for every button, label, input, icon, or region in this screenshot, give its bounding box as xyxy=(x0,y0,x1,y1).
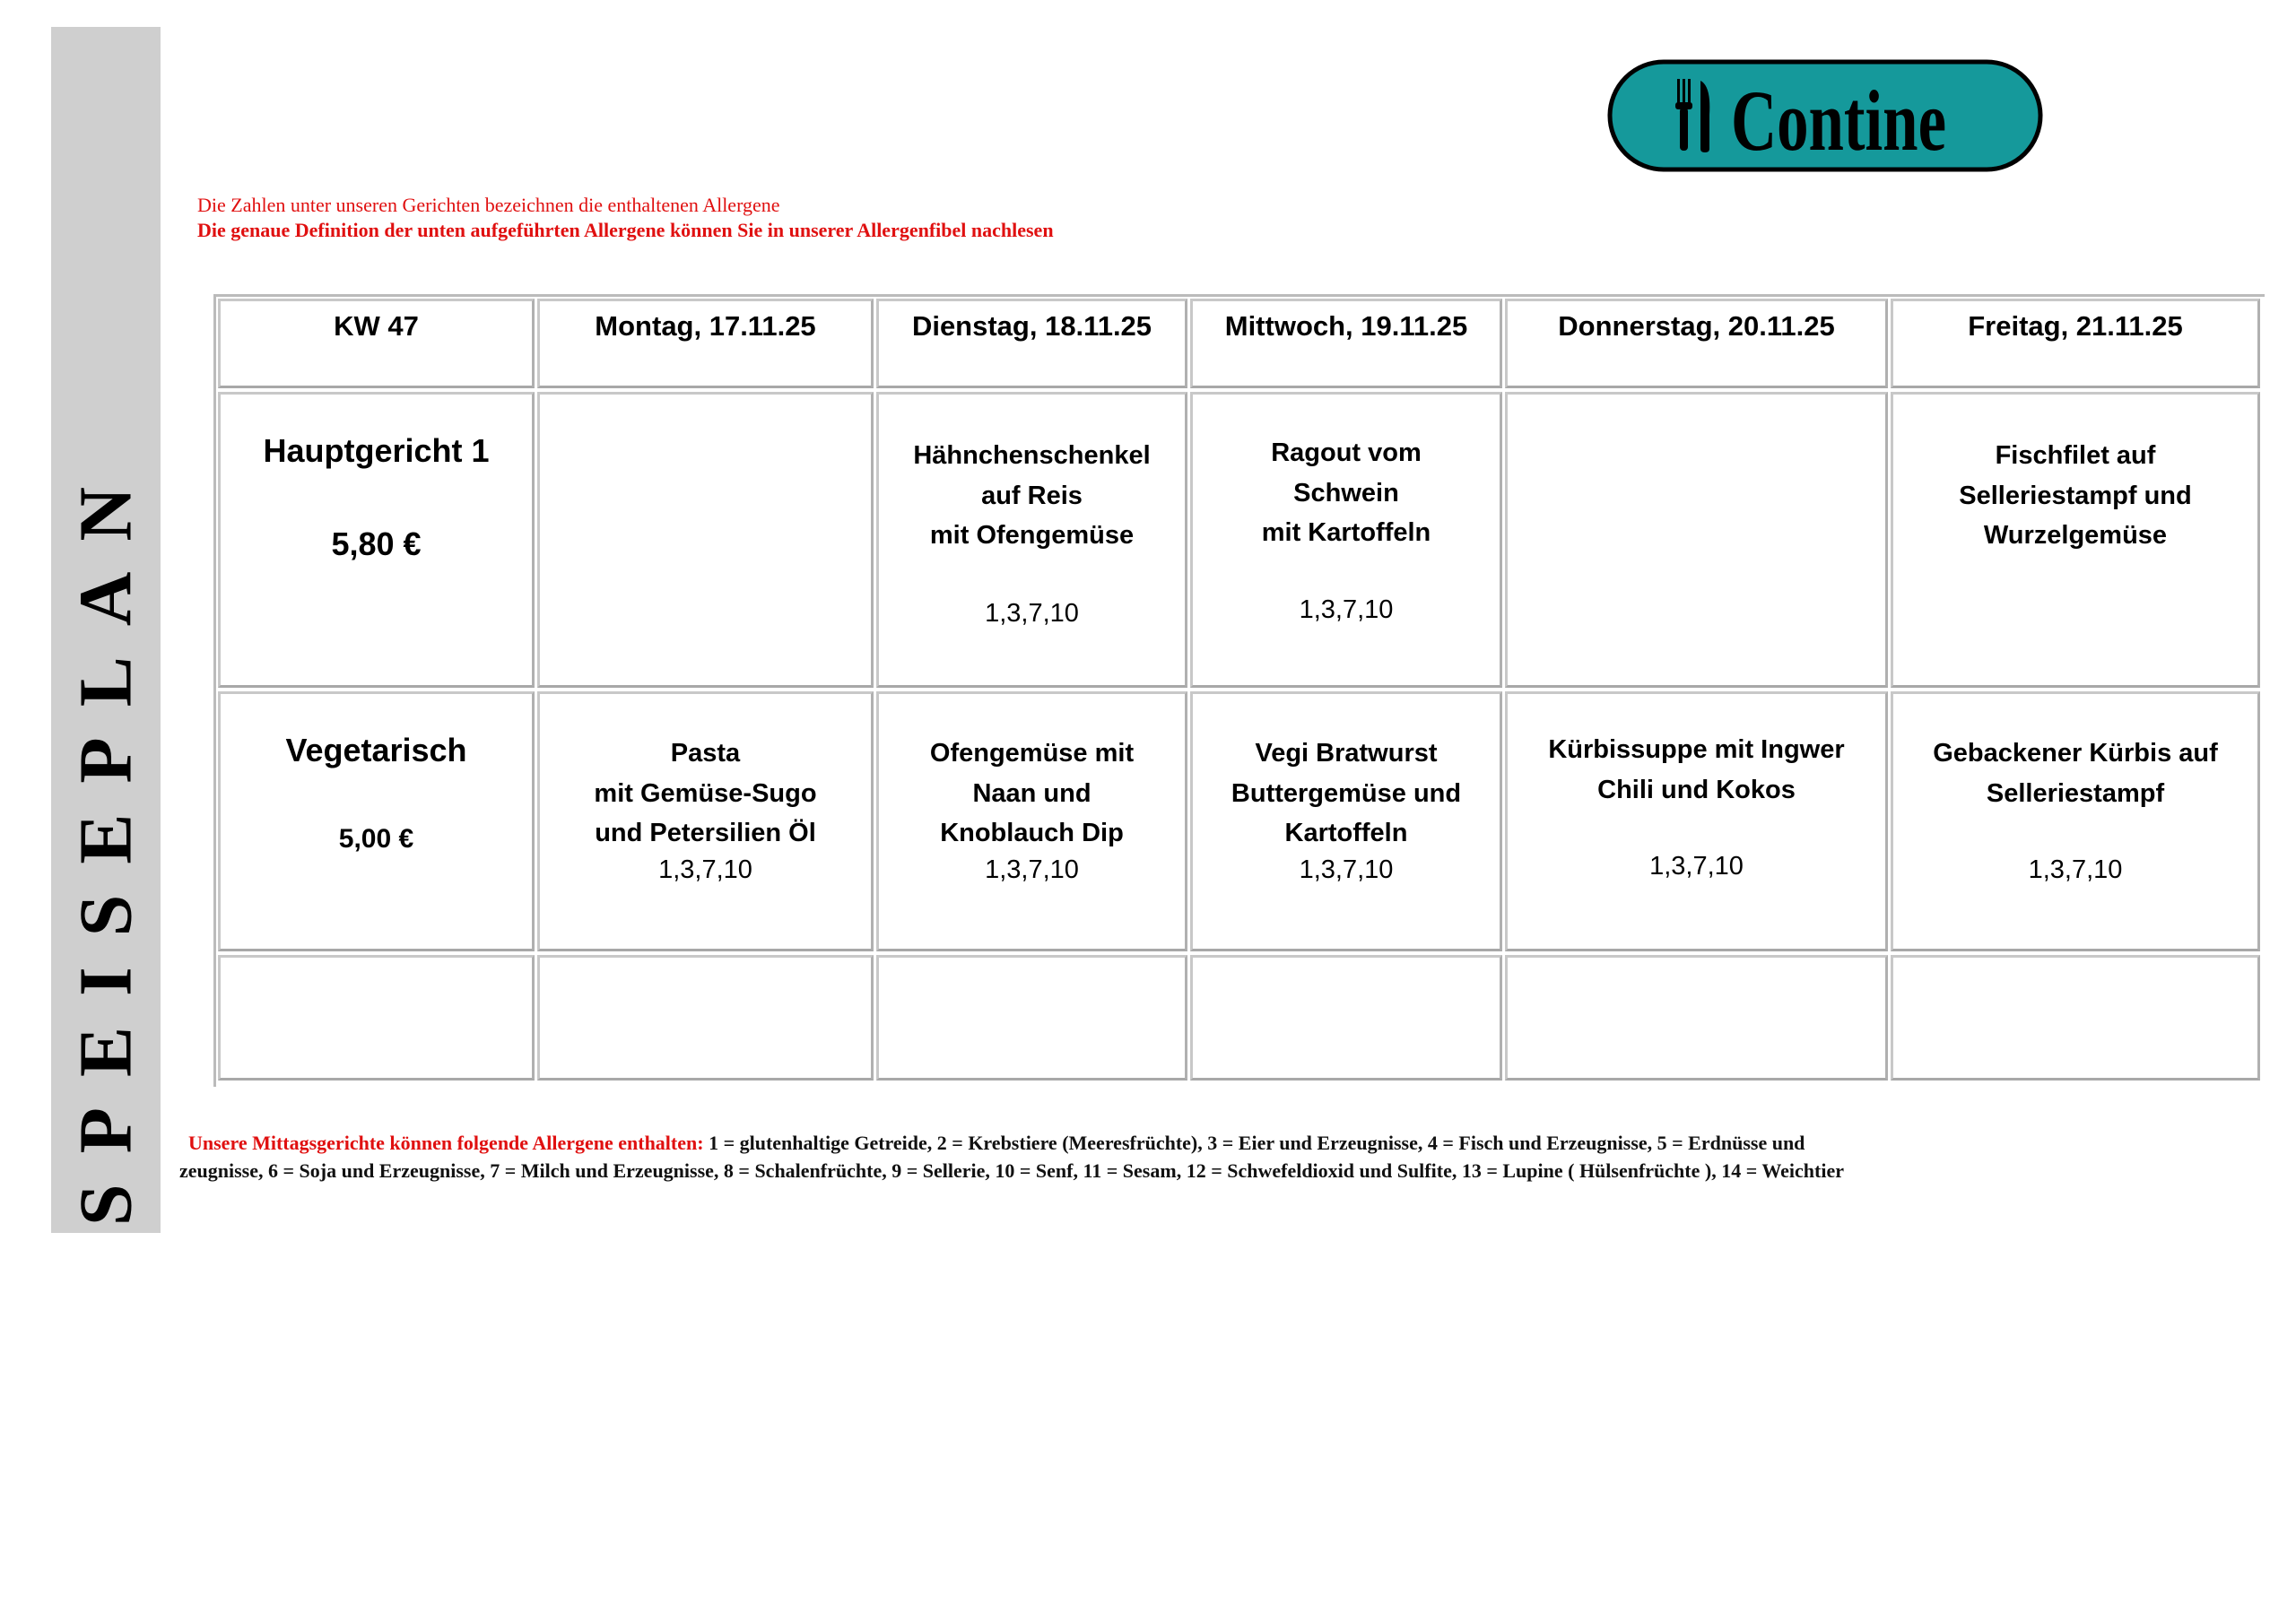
empty-cell xyxy=(876,955,1187,1081)
allergen-legend-lead: Unsere Mittagsgerichte können folgende A… xyxy=(188,1132,698,1154)
row-label: Hauptgericht 1 xyxy=(263,432,490,469)
menu-cell: Kürbissuppe mit Ingwer Chili und Kokos 1… xyxy=(1505,691,1888,951)
allergen-legend-text: 1 = glutenhaltige Getreide, 2 = Krebstie… xyxy=(703,1132,1805,1154)
svg-text:Contine: Contine xyxy=(1731,73,1946,169)
menu-cell: Gebackener Kürbis auf Selleriestampf 1,3… xyxy=(1891,691,2260,951)
allergen-codes: 1,3,7,10 xyxy=(985,599,1079,628)
day-header-monday: Montag, 17.11.25 xyxy=(537,299,874,388)
dish-name: Fischfilet auf Selleriestampf und Wurzel… xyxy=(1959,441,2192,550)
day-header-tuesday: Dienstag, 18.11.25 xyxy=(876,299,1187,388)
allergen-codes: 1,3,7,10 xyxy=(1649,852,1744,881)
day-header-thursday: Donnerstag, 20.11.25 xyxy=(1505,299,1888,388)
menu-cell: Ofengemüse mit Naan und Knoblauch Dip 1,… xyxy=(876,691,1187,951)
allergen-definition-note: Die genaue Definition der unten aufgefüh… xyxy=(197,219,1054,241)
day-header-wednesday: Mittwoch, 19.11.25 xyxy=(1190,299,1502,388)
menu-cell xyxy=(1505,392,1888,688)
dish-name: Kürbissuppe mit Ingwer Chili und Kokos xyxy=(1548,735,1845,804)
contine-logo: Contine xyxy=(1607,59,2043,172)
dish-name: Gebackener Kürbis auf Selleriestampf xyxy=(1933,739,2218,808)
row-label: Vegetarisch xyxy=(285,732,467,768)
day-label: Freitag, 21.11.25 xyxy=(1968,310,2183,342)
fork-knife-icon xyxy=(1675,79,1710,152)
allergen-codes: 1,3,7,10 xyxy=(2028,855,2123,884)
dish-name: Vegi Bratwurst Buttergemüse und Kartoffe… xyxy=(1231,739,1462,847)
day-label: Mittwoch, 19.11.25 xyxy=(1224,310,1468,342)
empty-cell xyxy=(1505,955,1888,1081)
allergen-legend-line-2: zeugnisse, 6 = Soja und Erzeugnisse, 7 =… xyxy=(179,1159,1844,1182)
dish-name: Pasta mit Gemüse-Sugo und Petersilien Öl xyxy=(594,739,817,847)
empty-cell xyxy=(1190,955,1502,1081)
empty-cell xyxy=(218,955,535,1081)
price: 5,00 € xyxy=(338,824,414,854)
sidebar-banner: SPEISEPLAN xyxy=(51,27,161,1233)
colon: : xyxy=(697,1132,704,1154)
menu-cell: Vegi Bratwurst Buttergemüse und Kartoffe… xyxy=(1190,691,1502,951)
menu-cell: Pasta mit Gemüse-Sugo und Petersilien Öl… xyxy=(537,691,874,951)
row-label-vegetarian: Vegetarisch 5,00 € xyxy=(218,691,535,951)
row-label-main: Hauptgericht 1 5,80 € xyxy=(218,392,535,688)
empty-cell xyxy=(537,955,874,1081)
menu-cell: Ragout vom Schwein mit Kartoffeln 1,3,7,… xyxy=(1190,392,1502,688)
week-label: KW 47 xyxy=(334,310,419,342)
allergen-codes: 1,3,7,10 xyxy=(985,855,1079,884)
day-label: Dienstag, 18.11.25 xyxy=(911,310,1152,342)
menu-cell xyxy=(537,392,874,688)
week-header: KW 47 xyxy=(218,299,535,388)
menu-table: KW 47 Montag, 17.11.25 Dienstag, 18.11.2… xyxy=(213,294,2265,1087)
allergen-codes: 1,3,7,10 xyxy=(1299,595,1394,624)
price: 5,80 € xyxy=(331,525,422,562)
allergen-legend-line-1: Unsere Mittagsgerichte können folgende A… xyxy=(188,1132,1805,1155)
day-header-friday: Freitag, 21.11.25 xyxy=(1891,299,2260,388)
allergen-codes: 1,3,7,10 xyxy=(1299,855,1394,884)
empty-cell xyxy=(1891,955,2260,1081)
menu-cell: Fischfilet auf Selleriestampf und Wurzel… xyxy=(1891,392,2260,688)
sidebar-title: SPEISEPLAN xyxy=(64,456,148,1226)
day-label: Montag, 17.11.25 xyxy=(595,310,816,342)
allergen-codes: 1,3,7,10 xyxy=(658,855,752,884)
day-label: Donnerstag, 20.11.25 xyxy=(1558,310,1835,342)
dish-name: Ofengemüse mit Naan und Knoblauch Dip xyxy=(929,739,1135,847)
menu-cell: Hähnchenschenkel auf Reis mit Ofengemüse… xyxy=(876,392,1187,688)
dish-name: Hähnchenschenkel auf Reis mit Ofengemüse xyxy=(913,441,1151,550)
allergen-note: Die Zahlen unter unseren Gerichten bezei… xyxy=(197,194,780,216)
dish-name: Ragout vom Schwein mit Kartoffeln xyxy=(1261,438,1431,547)
